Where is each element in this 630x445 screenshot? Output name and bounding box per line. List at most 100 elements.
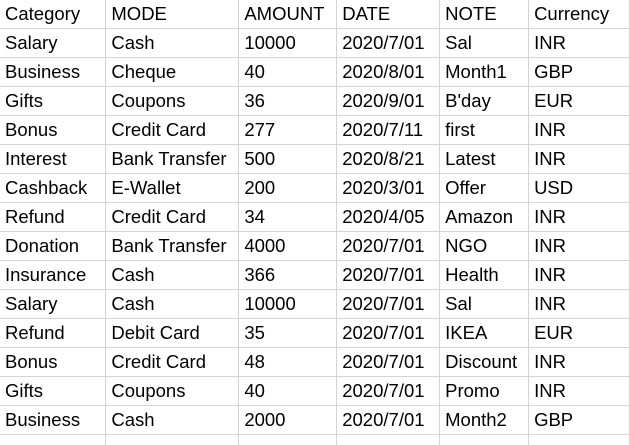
table-row: Bonus Credit Card 48 2020/7/01 Discount INR (0, 347, 630, 377)
cell-currency[interactable] (528, 434, 630, 445)
cell-date[interactable]: 2020/4/05 (336, 202, 441, 232)
cell-date[interactable]: 2020/3/01 (336, 173, 441, 203)
cell-category[interactable]: Bonus (0, 347, 107, 377)
cell-note[interactable]: Health (439, 260, 530, 290)
cell-mode[interactable]: Bank Transfer (105, 231, 240, 261)
cell-amount[interactable]: 200 (238, 173, 338, 203)
cell-currency[interactable]: INR (528, 144, 630, 174)
cell-date[interactable]: 2020/7/01 (336, 405, 441, 435)
cell-amount[interactable]: 2000 (238, 405, 338, 435)
cell-currency[interactable]: INR (528, 289, 630, 319)
cell-category[interactable]: Salary (0, 28, 107, 58)
cell-category[interactable]: Donation (0, 231, 107, 261)
cell-amount[interactable]: 10000 (238, 289, 338, 319)
cell-note[interactable]: Amazon (439, 202, 530, 232)
cell-mode[interactable]: Credit Card (105, 347, 240, 377)
cell-currency[interactable]: GBP (528, 405, 630, 435)
cell-mode[interactable]: Coupons (105, 86, 240, 116)
cell-category[interactable]: Insurance (0, 260, 107, 290)
column-header-category[interactable]: Category (0, 0, 107, 29)
cell-mode[interactable]: Coupons (105, 376, 240, 406)
cell-date[interactable]: 2020/9/01 (336, 86, 441, 116)
cell-date[interactable]: 2020/7/01 (336, 28, 441, 58)
cell-amount[interactable]: 500 (238, 144, 338, 174)
cell-date[interactable] (336, 434, 441, 445)
cell-category[interactable]: Gifts (0, 376, 107, 406)
cell-amount[interactable]: 40 (238, 376, 338, 406)
cell-mode[interactable]: Cash (105, 405, 240, 435)
cell-currency[interactable]: GBP (528, 57, 630, 87)
cell-category[interactable]: Refund (0, 202, 107, 232)
cell-mode[interactable]: Cheque (105, 57, 240, 87)
cell-amount[interactable] (238, 434, 338, 445)
cell-mode[interactable]: Cash (105, 28, 240, 58)
cell-currency[interactable]: USD (528, 173, 630, 203)
cell-note[interactable]: Sal (439, 289, 530, 319)
cell-amount[interactable]: 36 (238, 86, 338, 116)
cell-amount[interactable]: 48 (238, 347, 338, 377)
cell-currency[interactable]: INR (528, 202, 630, 232)
column-header-currency[interactable]: Currency (528, 0, 630, 29)
cell-date[interactable]: 2020/7/01 (336, 260, 441, 290)
cell-category[interactable]: Salary (0, 289, 107, 319)
column-header-amount[interactable]: AMOUNT (238, 0, 338, 29)
cell-mode[interactable] (105, 434, 240, 445)
cell-date[interactable]: 2020/8/01 (336, 57, 441, 87)
cell-currency[interactable]: INR (528, 347, 630, 377)
cell-note[interactable]: first (439, 115, 530, 145)
cell-date[interactable]: 2020/8/21 (336, 144, 441, 174)
cell-currency[interactable]: INR (528, 115, 630, 145)
cell-date[interactable]: 2020/7/01 (336, 376, 441, 406)
column-header-date[interactable]: DATE (336, 0, 441, 29)
cell-mode[interactable]: Bank Transfer (105, 144, 240, 174)
cell-note[interactable]: Promo (439, 376, 530, 406)
cell-date[interactable]: 2020/7/01 (336, 289, 441, 319)
cell-amount[interactable]: 277 (238, 115, 338, 145)
cell-currency[interactable]: INR (528, 376, 630, 406)
cell-category[interactable]: Business (0, 57, 107, 87)
cell-category[interactable]: Interest (0, 144, 107, 174)
cell-currency[interactable]: INR (528, 260, 630, 290)
cell-amount[interactable]: 40 (238, 57, 338, 87)
cell-amount[interactable]: 35 (238, 318, 338, 348)
cell-note[interactable]: Sal (439, 28, 530, 58)
cell-currency[interactable]: EUR (528, 318, 630, 348)
cell-note[interactable] (439, 434, 530, 445)
cell-note[interactable]: Latest (439, 144, 530, 174)
cell-mode[interactable]: Cash (105, 260, 240, 290)
cell-category[interactable]: Bonus (0, 115, 107, 145)
cell-date[interactable]: 2020/7/01 (336, 347, 441, 377)
cell-category[interactable]: Business (0, 405, 107, 435)
cell-date[interactable]: 2020/7/01 (336, 231, 441, 261)
cell-date[interactable]: 2020/7/11 (336, 115, 441, 145)
cell-category[interactable]: Gifts (0, 86, 107, 116)
cell-mode[interactable]: Credit Card (105, 115, 240, 145)
cell-category[interactable] (0, 434, 107, 445)
cell-amount[interactable]: 10000 (238, 28, 338, 58)
cell-mode[interactable]: Cash (105, 289, 240, 319)
cell-amount[interactable]: 4000 (238, 231, 338, 261)
cell-mode[interactable]: Debit Card (105, 318, 240, 348)
cell-note[interactable]: Discount (439, 347, 530, 377)
cell-mode[interactable]: Credit Card (105, 202, 240, 232)
cell-amount[interactable]: 34 (238, 202, 338, 232)
cell-amount[interactable]: 366 (238, 260, 338, 290)
cell-note[interactable]: NGO (439, 231, 530, 261)
cell-note[interactable]: Month1 (439, 57, 530, 87)
table-row: Refund Credit Card 34 2020/4/05 Amazon INR (0, 202, 630, 232)
cell-note[interactable]: B'day (439, 86, 530, 116)
column-header-note[interactable]: NOTE (439, 0, 530, 29)
cell-date[interactable]: 2020/7/01 (336, 318, 441, 348)
cell-note[interactable]: IKEA (439, 318, 530, 348)
cell-currency[interactable]: EUR (528, 86, 630, 116)
cell-category[interactable]: Refund (0, 318, 107, 348)
cell-note[interactable]: Month2 (439, 405, 530, 435)
cell-currency[interactable]: INR (528, 231, 630, 261)
cell-mode[interactable]: E-Wallet (105, 173, 240, 203)
cell-note[interactable]: Offer (439, 173, 530, 203)
cell-category[interactable]: Cashback (0, 173, 107, 203)
column-header-mode[interactable]: MODE (105, 0, 240, 29)
cell-currency[interactable]: INR (528, 28, 630, 58)
